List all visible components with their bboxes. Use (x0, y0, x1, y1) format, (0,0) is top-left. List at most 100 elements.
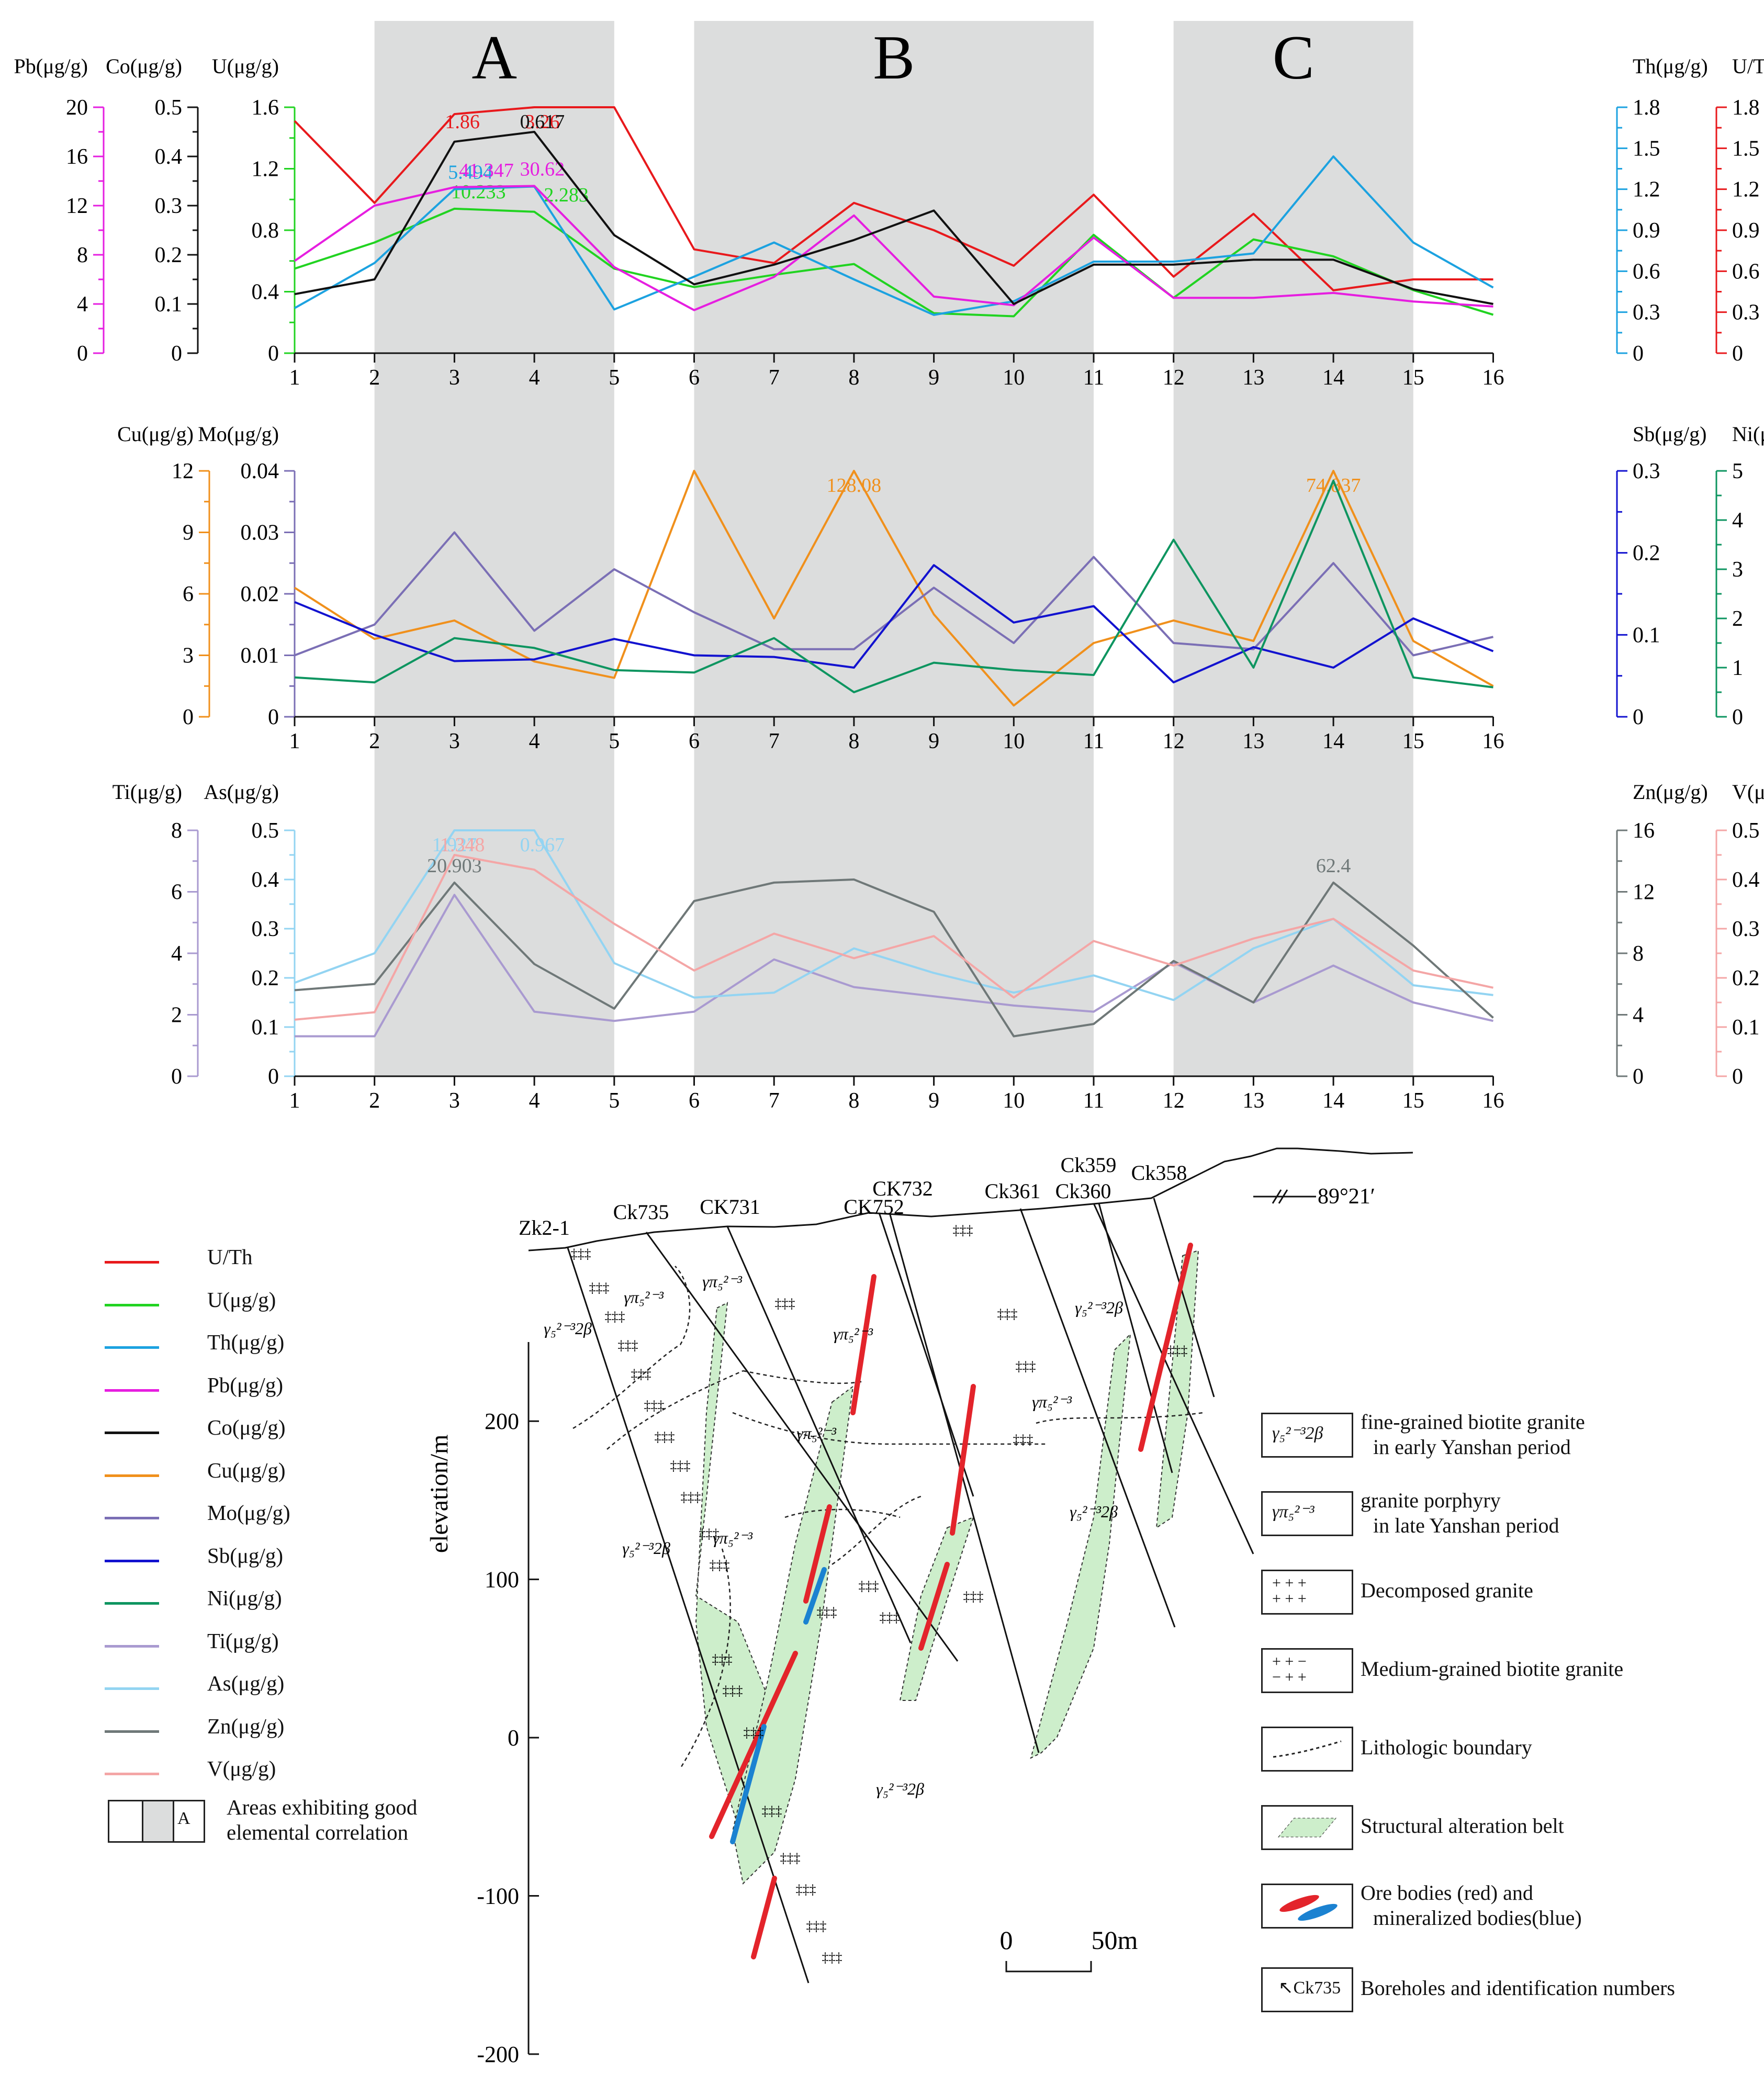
x-tick-label: 9 (928, 366, 939, 390)
tick-label: 1.8 (1732, 96, 1760, 120)
x-tick-label: 2 (369, 366, 380, 390)
tick-label: 200 (485, 1408, 519, 1434)
decomposed-granite-symbol: ‡‡‡ (744, 1725, 764, 1740)
series-line (294, 564, 1494, 684)
data-label: 3.26 (525, 111, 560, 133)
decomposed-granite-symbol: ‡‡‡ (655, 1429, 675, 1445)
x-tick-label: 16 (1482, 729, 1504, 753)
rock-label: γπ₅²⁻³ (713, 1528, 752, 1547)
data-label: 1.348 (440, 834, 485, 856)
area-c: C (1173, 21, 1413, 1076)
x-tick-label: 15 (1402, 366, 1424, 390)
tick-label: 0.1 (1633, 623, 1660, 647)
x-tick-label: 6 (689, 1089, 700, 1113)
rock-label: γ₅²⁻³2β (1075, 1298, 1123, 1317)
x-tick-label: 1 (289, 729, 300, 753)
tick-label: 1.8 (1633, 96, 1660, 120)
x-tick-label: 13 (1242, 729, 1264, 753)
tick-label: 12 (172, 459, 194, 483)
tick-label: 5 (1732, 459, 1743, 483)
geo-legend-line2: in early Yanshan period (1373, 1435, 1571, 1459)
borehole-label: CK731 (700, 1195, 760, 1219)
axis-title: As(μg/g) (204, 780, 279, 804)
x-tick-label: 13 (1242, 366, 1264, 390)
area-text-line2: elemental correlation (227, 1820, 409, 1844)
geo-legend-text: Lithologic boundary (1361, 1735, 1532, 1760)
tick-label: 0.3 (1633, 301, 1660, 325)
legend-swatch (105, 1389, 159, 1392)
tick-label: 0 (1732, 1065, 1743, 1089)
decomposed-granite-symbol: ‡‡‡ (796, 1882, 816, 1897)
series-cug/g: 128.08 74.837 (294, 470, 1494, 707)
area-b: B (694, 21, 1094, 1076)
x-tick-label: 10 (1003, 366, 1025, 390)
axis-sbg/g: 0 0.1 0.2 0.3 Sb(μg/g) (1616, 422, 1706, 729)
rock-label: γπ₅²⁻³ (702, 1272, 742, 1291)
borehole-line (726, 1226, 912, 1643)
legend-swatch (105, 1346, 159, 1349)
borehole-label: Ck360 (1055, 1179, 1111, 1203)
series-line (294, 531, 1493, 657)
series-line (294, 470, 1494, 707)
x-tick-label: 3 (449, 729, 460, 753)
decomposed-granite-symbol: ‡‡‡ (953, 1223, 973, 1238)
tick-label: 12 (1633, 881, 1655, 905)
data-label: 62.4 (1316, 855, 1351, 877)
data-label: 0.967 (520, 834, 565, 856)
legend-swatch (105, 1431, 159, 1434)
tick-label: 0.5 (155, 96, 183, 120)
geo-legend-line2: in late Yanshan period (1373, 1514, 1559, 1537)
tick-label: 4 (1732, 509, 1743, 533)
geo-symbol-text: γ₅²⁻³2β (1272, 1424, 1323, 1443)
x-tick-label: 5 (609, 729, 620, 753)
scale-end: 50m (1092, 1925, 1138, 1955)
lithologic-boundary (784, 1508, 901, 1518)
tick-label: 6 (171, 881, 182, 905)
tick-label: 0.01 (241, 644, 279, 668)
x-tick-label: 12 (1163, 729, 1185, 753)
series-nig/g (294, 479, 1493, 693)
ore-body (918, 1562, 950, 1651)
scale-start: 0 (1000, 1925, 1013, 1955)
rock-label: γπ₅²⁻³ (624, 1288, 664, 1306)
series-u/th: 1.86 3.26 (294, 106, 1493, 291)
mineralized-body (803, 1567, 827, 1625)
x-tick-label: 7 (769, 1089, 780, 1113)
axis-title: Ti(μg/g) (113, 780, 182, 804)
legend-swatch (105, 1644, 159, 1648)
legend-swatch (105, 1687, 159, 1690)
decomposed-granite-symbol: ‡‡‡ (859, 1579, 879, 1594)
legend-swatch (105, 1730, 159, 1733)
area-box: A (108, 1799, 205, 1843)
series-legend: U/Th U(μg/g) Th(μg/g) Pb(μg/g) Co(μg/g) Cu(μg… (105, 1240, 502, 1847)
series-vg/g: 1.348 (294, 834, 1493, 1021)
tick-label: 0.3 (1633, 459, 1660, 483)
geo-legend-symbol: + + + + + + (1261, 1570, 1353, 1615)
tick-label: 4 (77, 292, 88, 317)
geo-symbol-text: ↖Ck735 (1278, 1978, 1341, 1998)
legend-entry: As(μg/g) (105, 1666, 502, 1709)
lithologic-boundary (572, 1266, 691, 1429)
legend-entry: Th(μg/g) (105, 1325, 502, 1368)
data-label: 10.233 (451, 181, 506, 203)
decomposed-granite-symbol: ‡‡‡ (631, 1367, 651, 1382)
orientation-mark (1272, 1189, 1288, 1204)
tick-label: 4 (1633, 1004, 1644, 1028)
area-shade (1173, 21, 1413, 1076)
tick-label: 1 (1732, 656, 1743, 680)
legend-entry: Pb(μg/g) (105, 1368, 502, 1411)
geo-legend-symbol: ↖Ck735 (1261, 1967, 1353, 2012)
area-text: Areas exhibiting good elemental correlati… (227, 1795, 417, 1845)
tick-label: 2 (171, 1004, 182, 1028)
decomposed-granite-symbol: ‡‡‡ (806, 1919, 827, 1934)
panel-bottom: 0 2 4 6 8 Ti(μg/g) 0 0.1 0.2 0.3 0.4 0.5 As(μg/g) 0 4 8… (113, 780, 1764, 1113)
axis-vg/g: 0 0.1 0.2 0.3 0.4 0.5 V(μg/g) (1715, 780, 1764, 1089)
decomposed-granite-symbol: ‡‡‡ (1016, 1359, 1036, 1374)
x-tick-label: 14 (1322, 1089, 1344, 1113)
tick-label: 0 (1633, 1065, 1644, 1089)
borehole-label: Zk2-1 (519, 1216, 570, 1239)
ore-body (950, 1384, 976, 1536)
axis-nig/g: 0 1 2 3 4 5 Ni(μg/g) (1715, 422, 1764, 729)
x-tick-label: 16 (1482, 1089, 1504, 1113)
x-tick-label: 2 (369, 1089, 380, 1113)
